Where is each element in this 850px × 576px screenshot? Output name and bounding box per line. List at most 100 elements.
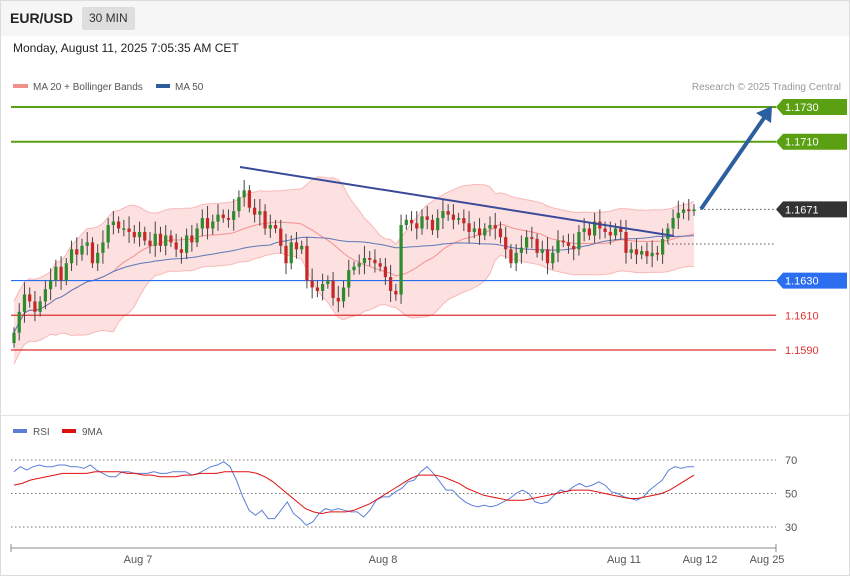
candle-body <box>64 263 68 281</box>
candle-body <box>587 228 592 236</box>
level-label-1.1671: 1.1671 <box>785 204 819 216</box>
candle-body <box>226 218 231 220</box>
candle-body <box>388 277 393 291</box>
x-tick-label: Aug 11 <box>607 554 641 566</box>
candle-body <box>509 249 513 264</box>
candle-body <box>477 228 482 236</box>
candle-body <box>69 249 74 264</box>
annotations <box>239 106 772 237</box>
candle-body <box>232 211 236 220</box>
candle-body <box>629 249 633 253</box>
candle-body <box>158 233 163 246</box>
candle-body <box>660 238 665 255</box>
candle-body <box>221 214 225 219</box>
candle-body <box>671 218 675 229</box>
candle-body <box>687 209 691 212</box>
ma50-line <box>13 235 695 333</box>
rsi-9ma-line <box>13 471 695 515</box>
candle-body <box>592 221 597 236</box>
legend-9ma-label: 9MA <box>82 427 103 438</box>
candle-body <box>101 242 105 253</box>
candle-body <box>608 231 612 236</box>
candle-body <box>483 228 487 236</box>
candle-body <box>22 294 27 312</box>
candle-body <box>535 238 539 253</box>
candle-body <box>655 252 660 255</box>
candle-body <box>352 266 356 271</box>
candle-body <box>38 301 42 312</box>
legend-swatch-9ma <box>62 429 76 433</box>
candle-body <box>378 263 382 267</box>
candle-body <box>169 235 173 243</box>
legend-rsi-label: RSI <box>33 427 50 438</box>
legend-swatch-rsi <box>13 429 27 433</box>
candle-body <box>116 221 121 229</box>
candle-body <box>436 218 440 231</box>
candle-body <box>143 231 147 241</box>
candle-body <box>211 221 215 229</box>
candle-body <box>415 223 419 229</box>
candle-body <box>561 240 565 243</box>
candle-body <box>263 211 267 229</box>
candle-body <box>404 219 408 226</box>
candle-body <box>540 249 544 253</box>
x-tick-label: Aug 25 <box>750 554 785 566</box>
top-toolbar <box>1 1 849 36</box>
level-label-1.1730: 1.1730 <box>785 102 819 114</box>
candle-body <box>164 235 168 246</box>
candle-body <box>326 280 330 285</box>
timeframe-button[interactable]: 30 MIN <box>82 7 135 30</box>
candle-body <box>666 228 670 239</box>
candle-body <box>90 242 95 264</box>
candle-body <box>488 225 492 229</box>
candle-body <box>137 231 142 238</box>
candle-body <box>96 252 100 264</box>
candle-body <box>467 223 471 232</box>
candle-body <box>446 211 450 215</box>
candle-body <box>300 245 304 250</box>
candle-body <box>650 252 654 257</box>
candle-body <box>237 197 241 212</box>
candle-body <box>75 249 79 255</box>
candle-body <box>106 225 110 243</box>
candle-body <box>692 209 696 212</box>
candle-body <box>80 245 84 255</box>
level-badge-1.1710 <box>776 133 847 150</box>
candle-body <box>336 297 340 302</box>
candle-body <box>273 225 278 229</box>
legend-swatch-ma20 <box>13 84 28 88</box>
rsi-panel: 30 50 70 <box>11 455 797 534</box>
rsi-line <box>13 461 694 526</box>
candle-body <box>519 247 524 253</box>
candle-body <box>514 252 518 264</box>
candle-body <box>247 190 252 208</box>
candle-body <box>577 231 581 250</box>
candle-body <box>184 235 189 253</box>
candle-body <box>252 207 257 215</box>
x-axis: Aug 7 Aug 8 Aug 11 Aug 12 Aug 25 <box>10 544 785 566</box>
candle-body <box>603 228 607 232</box>
price-levels: 1.1730 1.1710 1.1671 1.1630 1.1610 1.1590 <box>11 99 847 357</box>
candle-body <box>54 266 58 281</box>
candle-body <box>310 280 314 288</box>
symbol-label: EUR/USD <box>10 10 74 26</box>
candle-body <box>205 218 210 229</box>
rsi-tick-30: 30 <box>785 522 797 534</box>
panel-divider <box>1 415 849 416</box>
candle-body <box>153 233 157 246</box>
x-tick-label: Aug 12 <box>683 554 718 566</box>
level-badge-1.1630 <box>776 272 847 289</box>
candle-body <box>420 216 424 229</box>
candle-body <box>551 252 555 264</box>
x-tick-label: Aug 8 <box>369 554 398 566</box>
candle-body <box>545 249 550 264</box>
candle-body <box>200 218 204 229</box>
candle-body <box>582 228 586 232</box>
candle-body <box>357 263 361 267</box>
legend-ma20-label: MA 20 + Bollinger Bands <box>33 82 143 93</box>
candle-body <box>383 266 388 278</box>
candle-body <box>530 237 534 239</box>
level-label-1.1630: 1.1630 <box>785 276 819 288</box>
candle-body <box>524 237 529 248</box>
